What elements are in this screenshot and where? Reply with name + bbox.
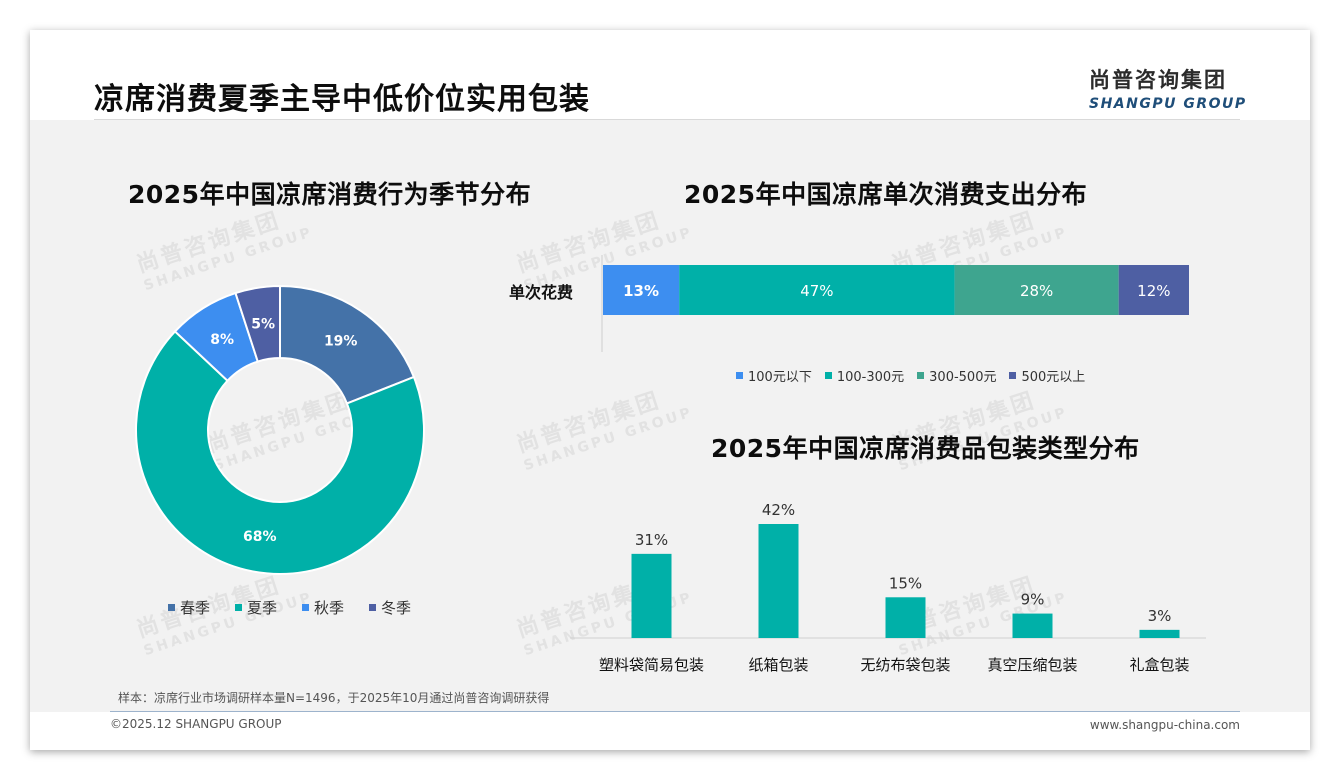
packaging-bar-chart: 31% 塑料袋简易包装 42% 纸箱包装 15% 无纺布袋包装 9% 真空压缩包装 3% 礼盒包装 (570, 501, 1206, 674)
spend-segment-label: 28% (1020, 282, 1053, 300)
spend-legend-item: 300-500元 (917, 366, 996, 385)
donut-slice-label: 8% (210, 332, 234, 348)
packaging-category-label: 纸箱包装 (748, 656, 808, 674)
legend-swatch (168, 604, 175, 611)
packaging-bar-3 (885, 597, 926, 638)
donut-slice-1 (279, 284, 416, 405)
company-logo: 尚普咨询集团 SHANGPU GROUP (1089, 64, 1247, 112)
legend-swatch (736, 372, 743, 379)
donut-slice-label: 19% (324, 334, 358, 350)
packaging-category-label: 礼盒包装 (1129, 656, 1189, 674)
legend-label: 500元以上 (1021, 370, 1086, 385)
packaging-bar-2 (758, 524, 799, 638)
packaging-chart-title: 2025年中国凉席消费品包装类型分布 (711, 434, 1140, 463)
header-band (30, 30, 1310, 120)
spend-legend-item: 100元以下 (736, 366, 812, 385)
packaging-bar-value: 9% (1021, 591, 1045, 609)
footer-divider (110, 711, 1240, 712)
packaging-category-label: 塑料袋简易包装 (599, 656, 704, 674)
logo-en: SHANGPU GROUP (1089, 96, 1247, 112)
spend-legend-item: 500元以上 (1009, 366, 1085, 385)
header-divider (94, 119, 1240, 120)
donut-legend-item: 春季 (168, 597, 210, 618)
legend-label: 夏季 (247, 599, 278, 617)
packaging-bar-value: 42% (762, 501, 795, 519)
legend-label: 100元以下 (748, 370, 812, 385)
legend-label: 300-500元 (929, 370, 997, 385)
spend-segment-label: 12% (1137, 282, 1170, 300)
spend-legend-item: 100-300元 (824, 366, 905, 385)
website: www.shangpu-china.com (1089, 718, 1240, 732)
donut-slice-label: 68% (243, 529, 277, 545)
packaging-category-label: 真空压缩包装 (987, 656, 1077, 674)
spend-chart-title: 2025年中国凉席单次消费支出分布 (684, 180, 1088, 209)
spend-row-label: 单次花费 (509, 283, 574, 302)
spend-segment-2 (679, 265, 955, 315)
donut-slice-2 (135, 330, 425, 575)
packaging-bar-1 (631, 553, 672, 638)
spend-segment-4 (1118, 265, 1189, 315)
donut-slice-4 (234, 284, 281, 363)
logo-cn: 尚普咨询集团 (1089, 68, 1227, 92)
packaging-category-label: 无纺布袋包装 (860, 656, 950, 674)
legend-label: 春季 (180, 599, 211, 617)
donut-legend-item: 夏季 (235, 597, 277, 618)
watermark: 尚普咨询集团 SHANGPU GROUP (513, 387, 696, 475)
spend-legend: 100元以下 100-300元 300-500元 500元以上 (736, 366, 1085, 385)
legend-label: 冬季 (381, 599, 412, 617)
spend-segment-label: 47% (800, 282, 833, 300)
legend-swatch (1009, 372, 1017, 379)
legend-label: 秋季 (314, 599, 345, 617)
legend-swatch (369, 604, 377, 611)
donut-slice-label: 5% (251, 316, 275, 332)
copyright: ©2025.12 SHANGPU GROUP (110, 717, 282, 731)
legend-swatch (302, 604, 310, 611)
legend-label: 100-300元 (836, 370, 905, 385)
packaging-bar-value: 31% (635, 531, 668, 549)
legend-swatch (824, 372, 832, 379)
donut-legend-item: 秋季 (302, 597, 344, 618)
donut-chart: 19% 68% 8% 5% (135, 284, 425, 575)
packaging-bar-4 (1012, 613, 1053, 638)
donut-legend: 春季 夏季 秋季 冬季 (168, 597, 411, 618)
legend-swatch (917, 372, 925, 379)
page-title: 凉席消费夏季主导中低价位实用包装 (94, 82, 590, 117)
packaging-bar-value: 3% (1148, 607, 1172, 625)
donut-chart-title: 2025年中国凉席消费行为季节分布 (128, 180, 532, 209)
legend-swatch (235, 604, 243, 611)
spend-segment-3 (954, 265, 1119, 315)
donut-legend-item: 冬季 (369, 597, 411, 618)
spend-segment-label: 13% (623, 282, 659, 300)
slide: 凉席消费夏季主导中低价位实用包装 尚普咨询集团 SHANGPU GROUP 尚普… (30, 30, 1310, 750)
packaging-bar-value: 15% (889, 574, 922, 592)
sample-note: 样本：凉席行业市场调研样本量N=1496，于2025年10月通过尚普咨询调研获得 (118, 691, 550, 705)
spend-segment-1 (603, 265, 680, 315)
spend-stacked-bar-chart: 13% 47% 28% 12% (601, 255, 1189, 352)
footer-band (30, 712, 1310, 750)
packaging-bar-5 (1139, 629, 1180, 638)
